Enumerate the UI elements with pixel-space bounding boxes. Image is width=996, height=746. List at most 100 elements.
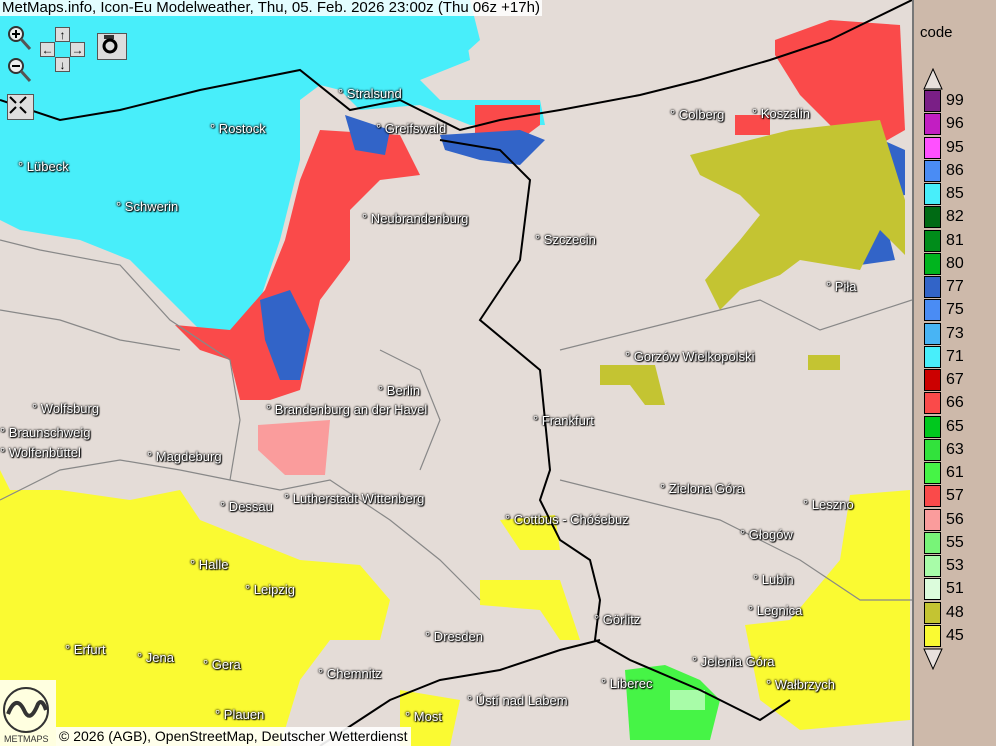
legend-label: 86: [946, 161, 964, 179]
legend-item: 63: [924, 438, 994, 462]
city-label: ° Görlitz: [594, 612, 641, 627]
area-code-77: [260, 290, 310, 380]
legend-label: 85: [946, 185, 964, 202]
legend-label: 48: [946, 603, 964, 621]
city-label: ° Szczecin: [535, 232, 596, 247]
city-label: ° Braunschweig: [0, 425, 91, 440]
legend-item: 56: [924, 508, 994, 532]
legend-item: 66: [924, 392, 994, 415]
city-label: ° Rostock: [210, 121, 266, 136]
legend-label: 56: [946, 510, 964, 528]
pan-down-button[interactable]: ↓: [55, 57, 70, 72]
area-code-53: [670, 690, 705, 710]
legend-label: 73: [946, 324, 964, 342]
legend-label: 96: [946, 115, 964, 133]
city-label: ° Jena: [137, 650, 175, 665]
fullscreen-icon: [9, 96, 27, 114]
city-label: ° Chemnitz: [318, 666, 382, 681]
legend-item: 57: [924, 485, 994, 508]
weather-map[interactable]: MetMaps.info, Icon-Eu Modelweather, Thu,…: [0, 0, 912, 746]
city-label: ° Wolfsburg: [32, 401, 100, 416]
city-label: ° Brandenburg an der Havel: [266, 402, 428, 417]
city-label: ° Zielona Góra: [660, 481, 744, 496]
area-code-48: [600, 365, 665, 405]
city-label: ° Wolfenbüttel: [0, 445, 81, 460]
city-label: ° Gorzów Wielkopolski: [625, 349, 755, 364]
city-label: ° Gera: [203, 657, 241, 672]
legend-label: 95: [946, 138, 964, 156]
zoom-out-button[interactable]: [6, 56, 32, 84]
legend-swatch: [924, 113, 941, 136]
legend-label: 82: [946, 208, 964, 226]
regional-borders: [0, 239, 912, 601]
city-label: ° Berlin: [378, 383, 421, 398]
legend-label: 53: [946, 557, 964, 574]
legend: code 99 96 95 86 85 82 81 80 77 75 73 71 67 66 65 63 61 5…: [912, 0, 996, 746]
legend-swatch: [924, 462, 941, 484]
legend-label: 57: [946, 487, 964, 505]
legend-item: 95: [924, 136, 994, 160]
area-code-45: [400, 690, 460, 746]
area-code-85: [0, 0, 545, 330]
pan-left-button[interactable]: ←: [40, 42, 55, 57]
legend-item: 96: [924, 113, 994, 136]
area-code-57: [775, 20, 905, 150]
city-label: ° Leszno: [803, 497, 854, 512]
legend-swatch: [924, 531, 941, 554]
legend-label: 61: [946, 464, 964, 481]
zoom-in-button[interactable]: [6, 24, 32, 52]
legend-item: 45: [924, 624, 994, 648]
area-code-57: [735, 115, 770, 135]
city-label: ° Plauen: [215, 707, 265, 722]
legend-item: 51: [924, 578, 994, 601]
area-code-45: [0, 470, 390, 746]
legend-item: 73: [924, 322, 994, 346]
pan-up-button[interactable]: ↑: [55, 27, 70, 42]
zoom-in-icon: [8, 26, 32, 51]
legend-swatch: [924, 229, 941, 252]
city-label: ° Colberg: [670, 107, 725, 122]
area-code-57: [475, 105, 540, 140]
legend-item: 67: [924, 369, 994, 392]
legend-label: 63: [946, 440, 964, 458]
area-code-77: [440, 130, 545, 165]
legend-swatch: [924, 369, 941, 391]
city-label: ° Lubin: [753, 572, 794, 587]
legend-label: 80: [946, 254, 964, 272]
map-layer: [0, 0, 912, 746]
legend-label: 65: [946, 417, 964, 435]
area-code-45: [745, 490, 910, 730]
city-label: ° Dresden: [425, 629, 483, 644]
city-label: ° Most: [405, 709, 442, 724]
city-label: ° Piła: [826, 279, 857, 294]
legend-label: 71: [946, 347, 964, 365]
city-label: ° Legnica: [748, 603, 803, 618]
pan-right-button[interactable]: →: [70, 42, 85, 57]
area-code-57: [175, 130, 420, 400]
city-label: ° Lübeck: [18, 159, 69, 174]
snapshot-button[interactable]: [97, 33, 127, 60]
city-label: ° Dessau: [220, 499, 273, 514]
legend-swatch: [924, 345, 941, 368]
legend-swatch: [924, 183, 941, 205]
legend-item: 82: [924, 206, 994, 229]
national-borders: [0, 0, 912, 746]
city-label: ° Erfurt: [65, 642, 106, 657]
map-title: MetMaps.info, Icon-Eu Modelweather, Thu,…: [0, 0, 542, 16]
city-label: ° Greifswald: [376, 121, 447, 136]
area-code-45: [480, 580, 580, 640]
fullscreen-button[interactable]: [7, 94, 34, 120]
legend-swatch: [924, 415, 941, 438]
legend-label: 77: [946, 278, 964, 295]
city-label: ° Stralsund: [338, 86, 402, 101]
legend-item: 99: [924, 90, 994, 113]
legend-title: code: [920, 24, 953, 41]
city-label: ° Neubrandenburg: [362, 211, 469, 226]
zoom-out-icon: [8, 58, 32, 83]
legend-item: 61: [924, 462, 994, 485]
metmaps-logo: METMAPS: [0, 680, 56, 746]
legend-swatch: [924, 555, 941, 577]
legend-item: 65: [924, 415, 994, 439]
legend-down-arrow-icon: [923, 648, 943, 670]
legend-swatch: [924, 206, 941, 229]
